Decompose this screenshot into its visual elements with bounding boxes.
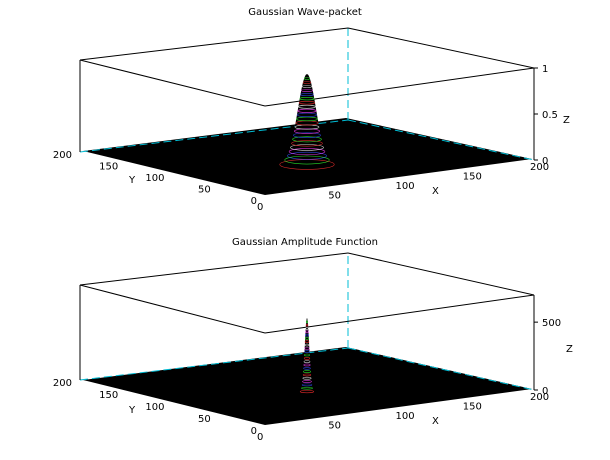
mesh-line bbox=[299, 97, 315, 101]
mesh-line bbox=[302, 373, 312, 377]
surface-peak bbox=[279, 74, 335, 170]
y-tick-label: 50 bbox=[198, 185, 211, 196]
hidden-edge bbox=[347, 347, 535, 391]
mesh-line bbox=[305, 323, 309, 327]
peak-silhouette bbox=[281, 74, 333, 162]
wave-packet-plot: Gaussian Wave-packet 0501001502000501001… bbox=[53, 7, 570, 213]
mesh-line bbox=[304, 353, 310, 357]
mesh-line bbox=[304, 337, 310, 340]
mesh-line bbox=[296, 116, 318, 122]
mesh-line bbox=[303, 366, 311, 370]
mesh-line bbox=[298, 100, 316, 105]
mesh-line bbox=[293, 132, 321, 138]
z-tick-label: 1 bbox=[542, 64, 548, 75]
mesh-line bbox=[302, 81, 312, 84]
x-tick-label: 0 bbox=[257, 202, 263, 213]
z-tick-label: 500 bbox=[542, 318, 561, 329]
box-edge bbox=[79, 59, 266, 107]
x-tick-label: 150 bbox=[463, 402, 482, 413]
mesh-line bbox=[300, 93, 314, 97]
x-tick-label: 100 bbox=[396, 411, 415, 422]
mesh-line bbox=[284, 155, 330, 165]
mesh-line bbox=[305, 327, 309, 330]
mesh-line bbox=[296, 112, 318, 117]
y-tick-label: 200 bbox=[53, 378, 72, 389]
mesh-line bbox=[305, 320, 309, 324]
hidden-edge bbox=[79, 347, 349, 381]
mesh-line bbox=[301, 386, 313, 390]
mesh-line bbox=[301, 383, 313, 387]
mesh-line bbox=[301, 85, 313, 88]
mesh-line bbox=[304, 340, 310, 344]
box-edge bbox=[79, 252, 349, 286]
z-tick-label: 0.5 bbox=[542, 110, 558, 121]
mesh-line bbox=[292, 136, 322, 143]
mesh-line bbox=[301, 89, 313, 92]
box-edge bbox=[79, 27, 349, 61]
z-axis-label: Z bbox=[566, 344, 573, 355]
mesh-line bbox=[297, 108, 317, 113]
z-tick-label: 0 bbox=[542, 386, 548, 397]
hidden-edge bbox=[347, 119, 535, 161]
mesh-line bbox=[304, 350, 310, 353]
mesh-line bbox=[305, 333, 309, 337]
chart-title: Gaussian Wave-packet bbox=[248, 7, 362, 18]
x-tick-label: 50 bbox=[328, 191, 341, 202]
y-tick-label: 150 bbox=[99, 162, 118, 173]
mesh-line bbox=[303, 357, 311, 360]
mesh-line bbox=[304, 343, 310, 347]
mesh-line bbox=[298, 104, 316, 109]
mesh-line bbox=[291, 140, 323, 147]
y-axis-label: Y bbox=[128, 175, 136, 186]
y-tick-label: 150 bbox=[99, 390, 118, 401]
box-edge bbox=[347, 252, 535, 296]
y-tick-label: 50 bbox=[198, 414, 211, 425]
x-tick-label: 200 bbox=[530, 392, 549, 403]
x-tick-label: 50 bbox=[328, 421, 341, 432]
y-tick-label: 100 bbox=[145, 173, 164, 184]
y-axis-label: Y bbox=[128, 405, 136, 416]
z-tick-label: 0 bbox=[542, 156, 548, 167]
y-tick-label: 0 bbox=[251, 196, 257, 207]
mesh-line bbox=[288, 148, 326, 156]
x-tick-label: 200 bbox=[530, 162, 549, 173]
y-tick-label: 200 bbox=[53, 150, 72, 161]
mesh-line bbox=[305, 330, 309, 334]
mesh-line bbox=[303, 370, 311, 373]
mesh-line bbox=[299, 390, 315, 394]
bounding-box bbox=[79, 252, 535, 391]
y-tick-label: 0 bbox=[251, 426, 257, 437]
x-axis-label: X bbox=[432, 186, 439, 197]
box-edge bbox=[264, 294, 535, 334]
mesh-line bbox=[302, 380, 312, 383]
x-tick-label: 150 bbox=[463, 172, 482, 183]
mesh-line bbox=[303, 363, 311, 367]
y-tick-label: 100 bbox=[145, 402, 164, 413]
mesh-line bbox=[303, 77, 311, 80]
box-edge bbox=[347, 27, 535, 69]
mesh-line bbox=[304, 347, 310, 350]
hidden-edge bbox=[79, 119, 349, 153]
mesh-line bbox=[287, 151, 327, 160]
mesh-line bbox=[290, 144, 324, 151]
z-axis-label: Z bbox=[563, 115, 570, 126]
surface-peak bbox=[299, 318, 315, 394]
peak-silhouette bbox=[300, 318, 314, 391]
x-tick-label: 100 bbox=[396, 181, 415, 192]
mesh-line bbox=[302, 376, 312, 380]
box-edge bbox=[79, 284, 266, 334]
x-tick-label: 0 bbox=[257, 432, 263, 443]
chart-title: Gaussian Amplitude Function bbox=[232, 237, 378, 248]
x-axis-label: X bbox=[432, 416, 439, 427]
amplitude-function-plot: Gaussian Amplitude Function 0 50 100 150 200… bbox=[53, 237, 573, 443]
mesh-line bbox=[293, 128, 321, 134]
mesh-line bbox=[303, 360, 311, 363]
